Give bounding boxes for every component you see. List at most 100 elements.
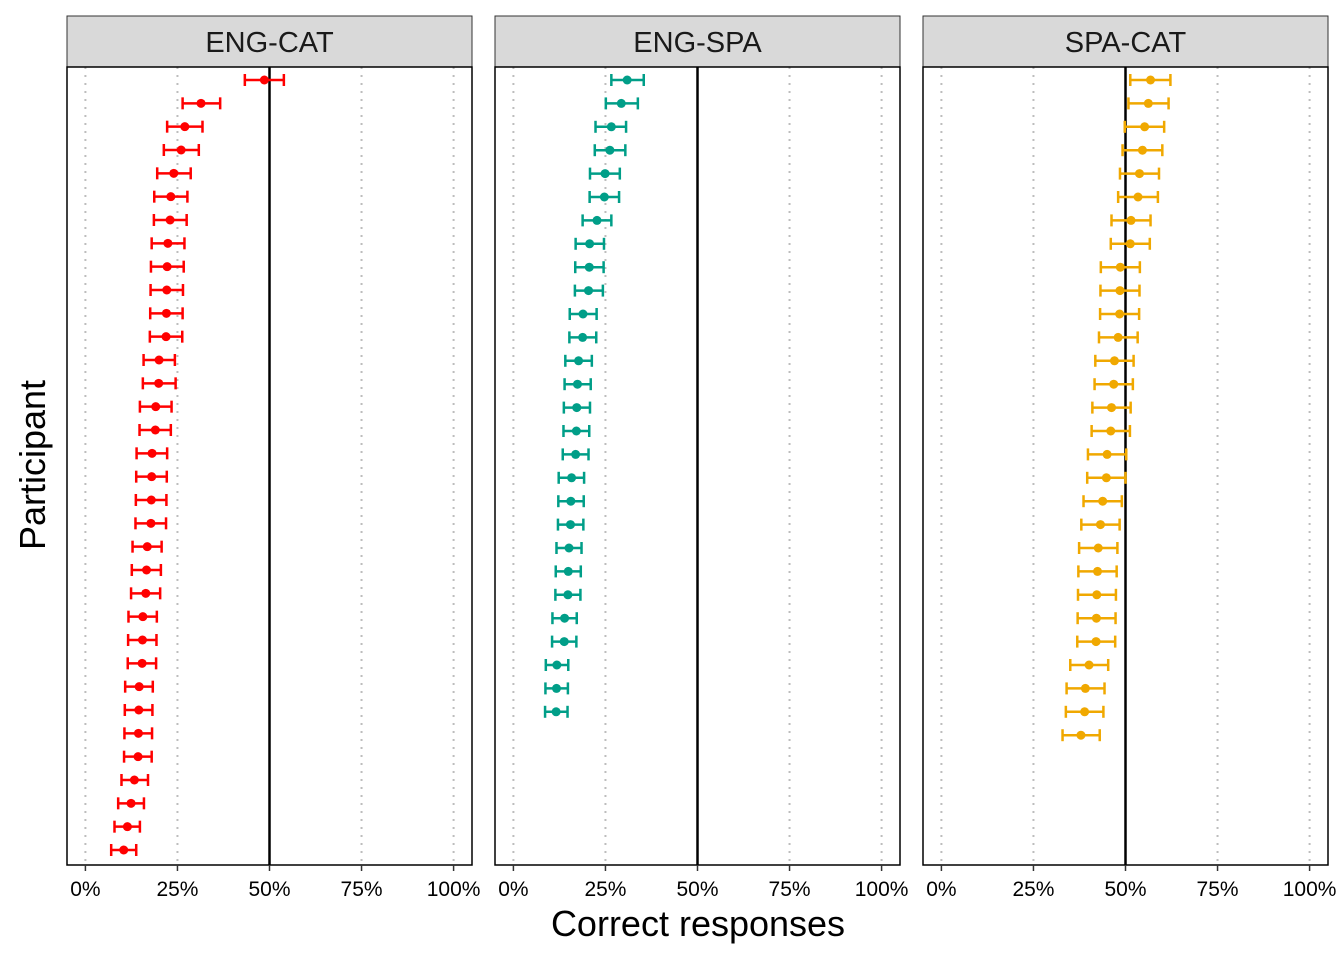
data-point — [550, 635, 578, 648]
point-marker — [1140, 122, 1150, 132]
point-marker — [176, 145, 186, 155]
facet-panel: ENG-CAT 0% 25% 50% 75% 100% — [66, 15, 480, 901]
data-point — [1069, 659, 1110, 671]
data-point — [1094, 354, 1135, 367]
point-marker — [584, 286, 594, 296]
point-marker — [180, 122, 190, 132]
facet-title: SPA-CAT — [1065, 27, 1187, 59]
data-point — [604, 97, 640, 110]
data-point — [126, 634, 158, 646]
point-marker — [196, 98, 206, 108]
data-point — [554, 565, 583, 578]
data-point — [555, 542, 583, 554]
point-marker — [1137, 145, 1147, 155]
point-marker — [572, 379, 582, 389]
data-point — [563, 378, 592, 391]
data-point — [1098, 308, 1141, 320]
data-point — [120, 774, 150, 786]
facet-panel: SPA-CAT 0% 25% 50% 75% 100% — [922, 15, 1337, 901]
data-point — [544, 682, 570, 695]
data-point — [1076, 612, 1117, 625]
data-point — [165, 120, 204, 133]
point-marker — [1098, 496, 1108, 506]
point-marker — [592, 215, 602, 225]
data-point — [1076, 635, 1117, 648]
point-marker — [616, 98, 626, 108]
point-marker — [1115, 286, 1125, 296]
data-point — [588, 167, 622, 180]
data-point — [138, 400, 173, 413]
data-point — [123, 704, 154, 716]
data-point — [1110, 214, 1152, 227]
data-point — [1121, 144, 1164, 157]
data-point — [574, 237, 606, 250]
data-point — [581, 214, 613, 227]
data-point — [1065, 682, 1106, 695]
point-marker — [563, 566, 573, 576]
data-point — [1091, 401, 1132, 414]
point-marker — [1093, 543, 1103, 553]
facet-strip — [66, 15, 473, 68]
x-tick-label: 50% — [248, 878, 290, 901]
point-marker — [1076, 730, 1086, 740]
point-marker — [566, 496, 576, 506]
data-point — [562, 401, 592, 414]
point-marker — [126, 798, 136, 808]
data-point — [116, 797, 146, 810]
data-point — [1116, 191, 1160, 203]
x-tick-label: 75% — [1197, 878, 1239, 901]
point-marker — [163, 238, 173, 248]
data-point — [129, 587, 162, 600]
point-marker — [154, 355, 164, 365]
point-marker — [578, 309, 588, 319]
data-point — [123, 727, 154, 740]
point-marker — [1113, 332, 1123, 342]
data-point — [568, 308, 598, 320]
data-point — [153, 190, 189, 203]
data-point — [148, 307, 184, 320]
point-marker — [560, 613, 570, 623]
data-point — [109, 844, 138, 856]
data-point — [1129, 74, 1172, 86]
x-tick-label: 50% — [1104, 878, 1146, 901]
data-point — [155, 167, 192, 180]
point-marker — [551, 707, 561, 717]
point-marker — [142, 565, 152, 575]
data-point — [162, 144, 201, 156]
data-point — [1061, 729, 1101, 742]
x-tick-label: 75% — [769, 878, 811, 901]
facet-strip — [922, 15, 1329, 68]
point-marker — [1109, 356, 1119, 366]
data-point — [554, 588, 582, 601]
point-marker — [1080, 707, 1090, 717]
point-marker — [1084, 660, 1094, 670]
data-point — [593, 144, 627, 157]
point-marker — [146, 518, 156, 528]
data-point — [564, 354, 594, 367]
data-point — [138, 424, 173, 436]
point-marker — [141, 588, 151, 598]
data-point — [557, 471, 586, 484]
point-marker — [147, 448, 157, 458]
data-point — [1086, 448, 1128, 461]
data-point — [152, 214, 188, 226]
point-marker — [129, 775, 139, 785]
point-marker — [559, 637, 569, 647]
data-point — [1076, 588, 1118, 601]
data-point — [122, 750, 153, 763]
data-point — [556, 518, 585, 531]
point-marker — [169, 168, 179, 178]
facet-title: ENG-CAT — [205, 27, 334, 59]
data-point — [594, 120, 628, 133]
point-marker — [563, 590, 573, 600]
data-point — [149, 284, 185, 296]
x-tick-label: 100% — [1283, 878, 1337, 901]
x-tick-label: 25% — [584, 878, 626, 901]
point-marker — [166, 192, 176, 202]
point-marker — [162, 285, 172, 295]
data-point — [1097, 331, 1139, 344]
point-marker — [584, 262, 594, 272]
x-tick-label: 0% — [70, 878, 100, 901]
point-marker — [146, 495, 156, 505]
point-marker — [134, 705, 144, 715]
